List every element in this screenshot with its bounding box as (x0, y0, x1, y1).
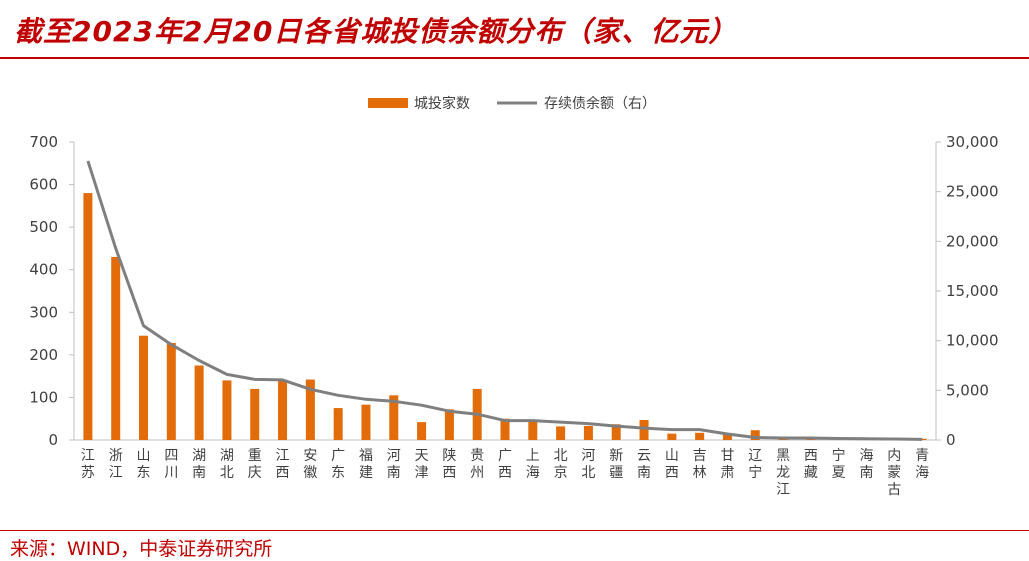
y-right-tick-label: 15,000 (946, 282, 999, 300)
y-left-tick-label: 0 (48, 431, 58, 449)
x-tick-label: 上海 (526, 448, 540, 481)
x-tick-label: 宁夏 (832, 447, 846, 481)
y-left-tick-label: 600 (29, 176, 58, 194)
legend-label-line: 存续债余额（右） (544, 95, 656, 112)
x-tick-label: 安徽 (303, 448, 317, 481)
bar (195, 366, 204, 441)
y-right-tick-label: 30,000 (946, 133, 999, 151)
x-tick-label: 重庆 (248, 448, 262, 481)
line-series (88, 161, 922, 440)
x-tick-label: 甘肃 (720, 448, 734, 481)
y-left-tick-label: 100 (29, 388, 58, 406)
bar (111, 257, 120, 440)
x-tick-label: 陕西 (442, 448, 456, 481)
y-left-tick-label: 300 (29, 303, 58, 321)
x-tick-label: 广西 (498, 448, 512, 481)
x-tick-label: 湖北 (220, 448, 234, 481)
bar (417, 422, 426, 440)
bar (278, 380, 287, 440)
y-left-tick-label: 200 (29, 346, 58, 364)
y-left-tick-label: 400 (29, 261, 58, 279)
bar (222, 380, 231, 440)
x-tick-label: 北京 (554, 448, 568, 481)
x-tick-label: 河南 (387, 448, 401, 481)
x-tick-label: 山西 (665, 448, 679, 481)
x-tick-label: 江苏 (81, 448, 95, 481)
bar (556, 426, 565, 440)
y-left-tick-label: 500 (29, 218, 58, 236)
y-right-tick-label: 10,000 (946, 332, 999, 350)
x-tick-label: 云南 (637, 448, 651, 481)
y-right-tick-label: 25,000 (946, 183, 999, 201)
x-tick-label: 青海 (915, 448, 929, 481)
legend-swatch-bars (368, 98, 408, 108)
y-right-tick-label: 0 (946, 431, 956, 449)
x-tick-label: 贵州 (470, 448, 484, 481)
x-tick-label: 浙江 (109, 448, 123, 481)
y-right-tick-label: 5,000 (946, 381, 989, 399)
x-tick-label: 黑龙江 (776, 448, 790, 498)
x-tick-label: 内蒙古 (887, 448, 901, 498)
bar (250, 389, 259, 440)
bar (139, 336, 148, 440)
legend-label-bars: 城投家数 (414, 95, 470, 112)
x-tick-label: 河北 (581, 448, 595, 481)
bar (695, 433, 704, 440)
y-right-tick-label: 20,000 (946, 232, 999, 250)
x-tick-label: 西藏 (804, 448, 818, 481)
x-tick-label: 四川 (164, 448, 178, 481)
x-tick-label: 吉林 (693, 448, 707, 481)
bar (640, 420, 649, 440)
bar (667, 434, 676, 440)
x-tick-label: 天津 (415, 448, 429, 481)
bar (361, 405, 370, 440)
bar (584, 426, 593, 440)
x-tick-label: 广东 (331, 448, 345, 481)
bar (334, 408, 343, 440)
bar (83, 193, 92, 440)
bar (445, 409, 454, 440)
y-left-tick-label: 700 (29, 133, 58, 151)
x-tick-label: 湖南 (192, 448, 206, 481)
source-note: 来源：WIND，中泰证券研究所 (10, 534, 272, 561)
source-divider (0, 530, 1029, 531)
bar (167, 343, 176, 440)
x-tick-label: 新疆 (609, 448, 623, 481)
x-tick-label: 辽宁 (748, 448, 762, 481)
x-tick-label: 江西 (276, 448, 290, 481)
x-tick-label: 海南 (859, 448, 873, 481)
x-tick-label: 福建 (359, 448, 373, 481)
x-tick-label: 山东 (137, 448, 151, 481)
bar (528, 420, 537, 440)
